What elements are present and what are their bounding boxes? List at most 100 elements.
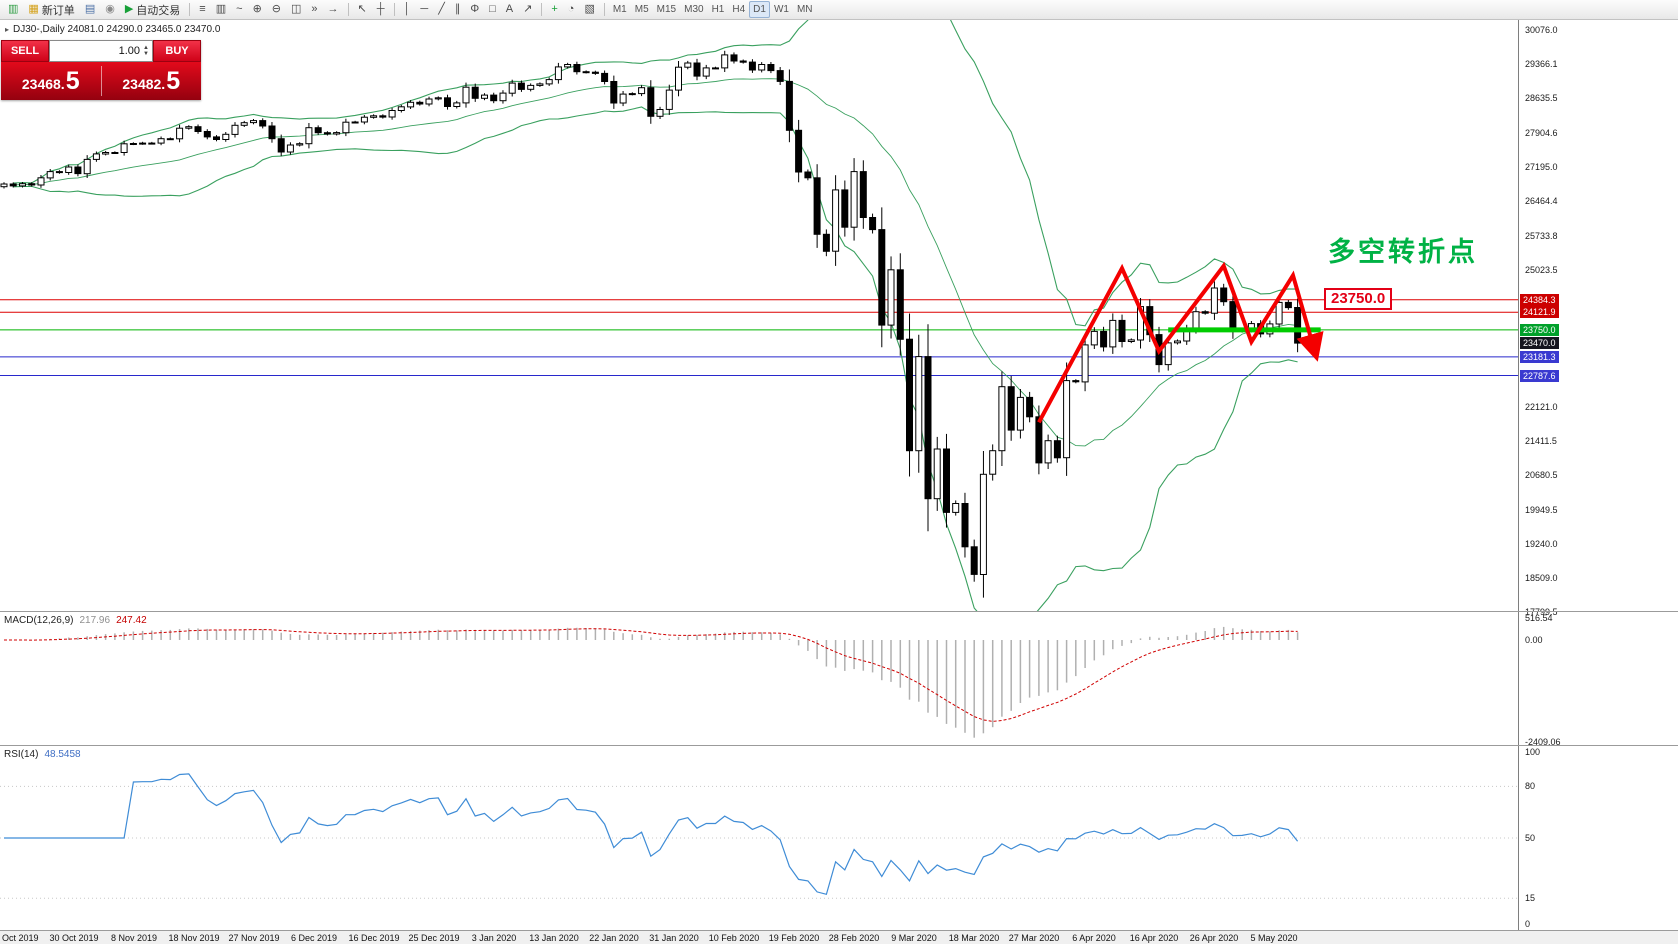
timeframe-mn-label: MN bbox=[796, 4, 813, 15]
candle-body bbox=[869, 217, 877, 231]
timeframe-m1[interactable]: M1 bbox=[609, 1, 631, 18]
candle-body bbox=[1044, 440, 1052, 464]
date-label: 18 Nov 2019 bbox=[168, 933, 220, 943]
bar-chart-icon-icon: ≡ bbox=[199, 3, 206, 15]
volume-stepper[interactable]: ▲ ▼ bbox=[143, 45, 149, 57]
vertical-line-tool[interactable]: │ bbox=[399, 1, 416, 18]
trend-zigzag-annotation[interactable] bbox=[1037, 261, 1324, 424]
tile-windows-icon[interactable]: ◫ bbox=[286, 1, 306, 18]
candlestick-chart-icon[interactable]: ▥ bbox=[211, 1, 231, 18]
level-price-label[interactable]: 23750.0 bbox=[1324, 288, 1393, 310]
candle-body bbox=[462, 86, 470, 104]
new-order-button-label: 新订单 bbox=[41, 4, 75, 17]
candle-body bbox=[1210, 287, 1218, 314]
date-axis[interactable]: 21 Oct 2019 30 Oct 2019 8 Nov 2019 18 Nov 2… bbox=[0, 930, 1678, 944]
shapes-tool-icon: □ bbox=[489, 3, 496, 15]
turning-point-annotation[interactable]: 多空转折点 bbox=[1328, 237, 1478, 267]
candle-body bbox=[517, 82, 525, 90]
candle-body bbox=[601, 72, 609, 83]
chart-window-icon[interactable]: ▤ bbox=[80, 1, 100, 18]
price-tick: 17799.5 bbox=[1525, 607, 1558, 617]
date-label: 30 Oct 2019 bbox=[49, 933, 99, 943]
app-icon[interactable]: ▥ bbox=[3, 1, 23, 18]
macd-tick: 0.00 bbox=[1525, 635, 1543, 645]
timeframe-w1[interactable]: W1 bbox=[770, 1, 793, 18]
zoom-in-button[interactable]: ⊕ bbox=[248, 1, 267, 18]
candle-body bbox=[240, 122, 248, 126]
macd-signal-value: 247.42 bbox=[116, 615, 147, 626]
candle-body bbox=[102, 152, 110, 155]
auto-scroll-button[interactable]: » bbox=[306, 1, 322, 18]
date-label: 13 Jan 2020 bbox=[529, 933, 579, 943]
sell-price-frac: 5 bbox=[65, 66, 80, 95]
price-tick: 26464.4 bbox=[1525, 196, 1558, 207]
candle-body bbox=[1026, 396, 1034, 418]
shapes-tool[interactable]: □ bbox=[484, 1, 501, 18]
trendline-tool[interactable]: ╱ bbox=[433, 1, 450, 18]
chart-shift-button[interactable]: → bbox=[323, 1, 344, 18]
trendline-tool-icon: ╱ bbox=[438, 3, 445, 15]
toolbar-separator bbox=[541, 3, 543, 16]
candle-body bbox=[933, 448, 941, 500]
bar-chart-icon[interactable]: ≡ bbox=[194, 1, 210, 18]
template-button[interactable]: ▧ bbox=[579, 1, 599, 18]
period-button-icon: ◔ bbox=[567, 3, 575, 15]
profile-icon[interactable]: ◉ bbox=[100, 1, 120, 18]
fibonacci-tool[interactable]: Φ bbox=[465, 1, 484, 18]
text-tool[interactable]: A bbox=[501, 1, 518, 18]
timeframe-d1[interactable]: D1 bbox=[749, 1, 770, 18]
volume-input[interactable]: 1.00 ▲ ▼ bbox=[49, 40, 153, 62]
volume-up-icon[interactable]: ▲ bbox=[143, 45, 149, 51]
candle-body bbox=[268, 125, 276, 140]
auto-scroll-button-icon: » bbox=[311, 3, 318, 15]
price-tag-23470.0: 23470.0 bbox=[1520, 337, 1559, 350]
macd-panel-canvas[interactable] bbox=[0, 612, 1518, 746]
horizontal-line-tool[interactable]: ─ bbox=[415, 1, 433, 18]
candle-body bbox=[444, 97, 451, 108]
timeframe-h1[interactable]: H1 bbox=[708, 1, 729, 18]
candle-body bbox=[360, 116, 368, 123]
macd-panel-separator[interactable] bbox=[0, 611, 1678, 612]
zoom-in-button-icon: ⊕ bbox=[252, 3, 262, 15]
channel-tool[interactable]: ∥ bbox=[450, 1, 466, 18]
candle-body bbox=[989, 450, 997, 475]
candle-body bbox=[1275, 301, 1283, 325]
candle-body bbox=[379, 115, 387, 118]
new-order-button[interactable]: ▦ 新订单 bbox=[23, 1, 79, 18]
timeframe-m15[interactable]: M15 bbox=[653, 1, 680, 18]
macd-tick: 516.54 bbox=[1525, 613, 1553, 624]
add-indicator-button[interactable]: + bbox=[546, 1, 562, 18]
cursor-tool[interactable]: ↖ bbox=[353, 1, 372, 18]
crosshair-tool[interactable]: ┼ bbox=[372, 1, 390, 18]
main-chart-canvas[interactable] bbox=[0, 20, 1518, 612]
date-label: 19 Feb 2020 bbox=[768, 933, 820, 943]
timeframe-h4[interactable]: H4 bbox=[728, 1, 749, 18]
timeframe-m5[interactable]: M5 bbox=[631, 1, 653, 18]
period-button[interactable]: ◔ bbox=[563, 1, 580, 18]
buy-button[interactable]: BUY bbox=[153, 40, 201, 62]
candle-body bbox=[490, 94, 498, 102]
date-label: 16 Apr 2020 bbox=[1129, 933, 1179, 943]
line-chart-icon[interactable]: ~ bbox=[231, 1, 247, 18]
rsi-panel-separator[interactable] bbox=[0, 745, 1678, 746]
rsi-panel-canvas[interactable] bbox=[0, 746, 1518, 930]
timeframe-m30[interactable]: M30 bbox=[680, 1, 707, 18]
sell-button[interactable]: SELL bbox=[1, 40, 49, 62]
candle-body bbox=[499, 92, 507, 102]
arrow-tool[interactable]: ↗ bbox=[518, 1, 537, 18]
volume-down-icon[interactable]: ▼ bbox=[143, 51, 149, 57]
buy-price[interactable]: 23482. 5 bbox=[102, 68, 202, 94]
price-tick: 25023.5 bbox=[1525, 264, 1558, 275]
candle-body bbox=[554, 66, 562, 81]
price-tick: 29366.1 bbox=[1525, 58, 1558, 69]
sell-price[interactable]: 23468. 5 bbox=[1, 66, 101, 95]
price-axis[interactable]: 30076.0 29366.1 28635.5 27904.6 27195.0 26464… bbox=[1518, 20, 1678, 930]
candle-body bbox=[887, 269, 895, 326]
candle-body bbox=[305, 127, 313, 145]
auto-trading-button[interactable]: ▶ 自动交易 bbox=[120, 1, 185, 18]
new-order-button-icon: ▦ bbox=[28, 3, 39, 15]
zoom-out-button[interactable]: ⊖ bbox=[267, 1, 286, 18]
arrow-tool-icon: ↗ bbox=[523, 3, 533, 15]
timeframe-mn[interactable]: MN bbox=[793, 1, 817, 18]
